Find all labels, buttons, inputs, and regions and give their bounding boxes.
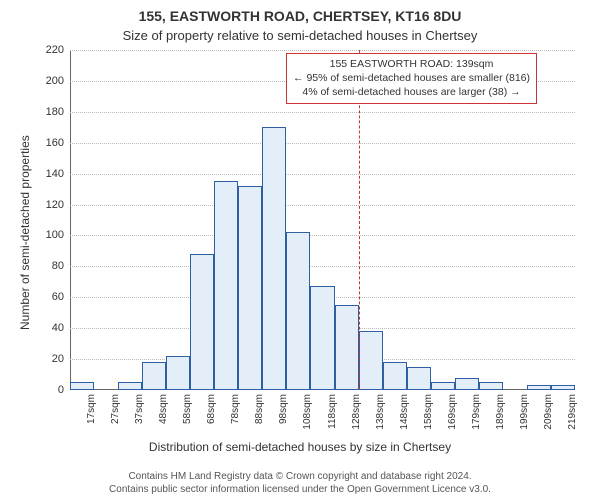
y-tick-label: 200 bbox=[46, 75, 70, 87]
histogram-bar bbox=[310, 286, 334, 390]
grid-line bbox=[70, 235, 575, 236]
footer-attribution: Contains HM Land Registry data © Crown c… bbox=[0, 470, 600, 496]
chart-root: 155, EASTWORTH ROAD, CHERTSEY, KT16 8DU … bbox=[0, 0, 600, 500]
chart-subtitle: Size of property relative to semi-detach… bbox=[0, 28, 600, 43]
histogram-bar bbox=[118, 382, 142, 390]
histogram-bar bbox=[383, 362, 407, 390]
x-tick-label: 88sqm bbox=[254, 390, 265, 424]
legend-line: 155 EASTWORTH ROAD: 139sqm bbox=[293, 57, 530, 71]
x-tick-label: 158sqm bbox=[423, 390, 434, 430]
y-tick-label: 140 bbox=[46, 168, 70, 180]
x-tick-label: 138sqm bbox=[375, 390, 386, 430]
histogram-bar bbox=[262, 127, 286, 390]
grid-line bbox=[70, 112, 575, 113]
x-tick-label: 179sqm bbox=[471, 390, 482, 430]
histogram-bar bbox=[190, 254, 214, 390]
footer-line-1: Contains HM Land Registry data © Crown c… bbox=[0, 470, 600, 483]
histogram-bar bbox=[286, 232, 310, 390]
histogram-bar bbox=[359, 331, 383, 390]
y-tick-label: 80 bbox=[52, 260, 70, 272]
histogram-bar bbox=[335, 305, 359, 390]
legend-line: 4% of semi-detached houses are larger (3… bbox=[293, 85, 530, 99]
legend-line: ← 95% of semi-detached houses are smalle… bbox=[293, 71, 530, 85]
histogram-bar bbox=[479, 382, 503, 390]
y-tick-label: 40 bbox=[52, 322, 70, 334]
x-tick-label: 189sqm bbox=[495, 390, 506, 430]
x-tick-label: 68sqm bbox=[206, 390, 217, 424]
plot-area: 02040608010012014016018020022017sqm27sqm… bbox=[70, 50, 575, 390]
y-tick-label: 120 bbox=[46, 199, 70, 211]
histogram-bar bbox=[70, 382, 94, 390]
x-tick-label: 17sqm bbox=[86, 390, 97, 424]
x-tick-label: 27sqm bbox=[110, 390, 121, 424]
x-tick-label: 118sqm bbox=[327, 390, 338, 429]
y-axis-label: Number of semi-detached properties bbox=[18, 135, 32, 330]
x-tick-label: 37sqm bbox=[134, 390, 145, 424]
y-tick-label: 0 bbox=[58, 384, 70, 396]
chart-title: 155, EASTWORTH ROAD, CHERTSEY, KT16 8DU bbox=[0, 8, 600, 24]
y-tick-label: 160 bbox=[46, 137, 70, 149]
y-tick-label: 100 bbox=[46, 229, 70, 241]
x-tick-label: 98sqm bbox=[278, 390, 289, 424]
grid-line bbox=[70, 174, 575, 175]
grid-line bbox=[70, 266, 575, 267]
footer-line-2: Contains public sector information licen… bbox=[0, 483, 600, 496]
histogram-bar bbox=[166, 356, 190, 390]
y-axis-line bbox=[70, 50, 71, 390]
x-tick-label: 209sqm bbox=[543, 390, 554, 430]
y-tick-label: 220 bbox=[46, 44, 70, 56]
x-tick-label: 48sqm bbox=[158, 390, 169, 424]
x-axis-label: Distribution of semi-detached houses by … bbox=[0, 440, 600, 454]
x-tick-label: 219sqm bbox=[567, 390, 578, 430]
histogram-bar bbox=[407, 367, 431, 390]
x-tick-label: 58sqm bbox=[182, 390, 193, 424]
x-tick-label: 199sqm bbox=[519, 390, 530, 430]
grid-line bbox=[70, 205, 575, 206]
x-tick-label: 78sqm bbox=[230, 390, 241, 424]
x-tick-label: 108sqm bbox=[302, 390, 313, 430]
x-tick-label: 148sqm bbox=[399, 390, 410, 430]
histogram-bar bbox=[214, 181, 238, 390]
y-tick-label: 20 bbox=[52, 353, 70, 365]
y-tick-label: 60 bbox=[52, 291, 70, 303]
histogram-bar bbox=[142, 362, 166, 390]
histogram-bar bbox=[431, 382, 455, 390]
histogram-bar bbox=[455, 378, 479, 390]
grid-line bbox=[70, 143, 575, 144]
x-tick-label: 169sqm bbox=[447, 390, 458, 430]
x-tick-label: 128sqm bbox=[351, 390, 362, 430]
grid-line bbox=[70, 50, 575, 51]
legend-box: 155 EASTWORTH ROAD: 139sqm← 95% of semi-… bbox=[286, 53, 537, 104]
y-tick-label: 180 bbox=[46, 106, 70, 118]
histogram-bar bbox=[238, 186, 262, 390]
